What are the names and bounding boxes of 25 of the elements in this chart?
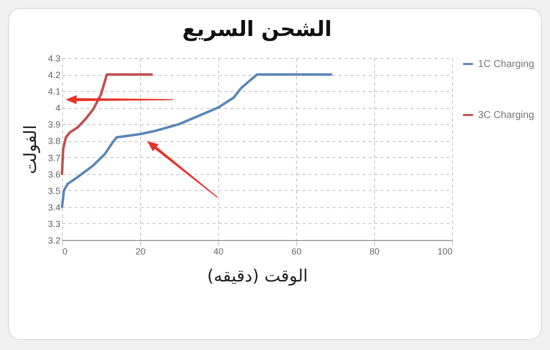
y-tick-label: 3.8 (48, 136, 60, 146)
line-series (60, 73, 332, 208)
x-tick-label: 100 (437, 246, 452, 256)
x-tick-label: 40 (213, 246, 224, 256)
legend-label: 3C Charging (478, 110, 534, 121)
x-tick-label: 20 (135, 246, 146, 256)
y-tick-label: 3.7 (48, 152, 60, 163)
y-tick-label: 4 (55, 103, 60, 114)
y-tick-label: 4.1 (48, 86, 60, 97)
legend-label: 1C Charging (478, 59, 534, 70)
y-tick-label: 4.2 (48, 70, 60, 80)
x-tick-label: 0 (62, 246, 68, 256)
y-tick-label: 3.9 (48, 120, 60, 130)
x-tick-label: 80 (369, 246, 380, 256)
y-tick-label: 3.2 (48, 236, 60, 246)
y-axis-title: الفولت (20, 124, 41, 174)
x-axis-title: الوقت (دقيقه) (207, 266, 308, 286)
chart-title: الشحن السريع (182, 17, 332, 42)
y-tick-label: 3.4 (48, 202, 60, 212)
y-tick-label: 3.6 (48, 169, 60, 180)
y-tick-label: 4.3 (48, 54, 60, 64)
y-tick-label: 3.5 (48, 186, 60, 196)
x-tick-label: 60 (291, 246, 302, 256)
y-tick-label: 3.3 (48, 218, 60, 229)
line-series (60, 73, 153, 176)
